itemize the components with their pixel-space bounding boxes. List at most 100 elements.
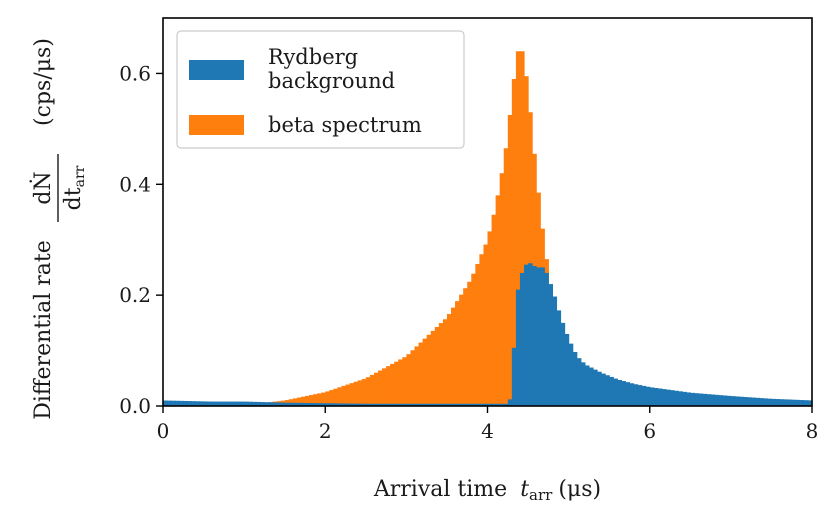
rydberg-background-bar bbox=[540, 267, 545, 406]
beta-spectrum-bar bbox=[309, 395, 314, 406]
legend-label-beta: beta spectrum bbox=[268, 113, 422, 137]
rydberg-background-bar bbox=[633, 384, 639, 406]
rydberg-background-bar bbox=[499, 403, 505, 406]
rydberg-background-bar bbox=[422, 403, 428, 406]
x-axis-ticks: 0 2 4 6 8 bbox=[157, 406, 818, 443]
beta-spectrum-bar bbox=[426, 334, 432, 406]
rydberg-background-bar bbox=[406, 403, 412, 406]
rydberg-background-bar bbox=[365, 403, 371, 406]
rydberg-background-bar bbox=[686, 392, 691, 406]
rydberg-background-bar bbox=[726, 395, 732, 406]
rydberg-background-bar bbox=[398, 403, 403, 406]
y-tick-label: 0.4 bbox=[119, 172, 151, 196]
rydberg-background-bar bbox=[446, 403, 452, 406]
rydberg-background-bar bbox=[787, 399, 793, 406]
rydberg-background-bar bbox=[284, 402, 290, 406]
rydberg-background-bar bbox=[459, 403, 464, 406]
legend-label-rydberg-line1: Rydberg bbox=[268, 45, 358, 69]
rydberg-background-bar bbox=[248, 401, 253, 406]
y-axis-label-denominator: dtarr bbox=[61, 165, 88, 210]
rydberg-background-bar bbox=[491, 403, 497, 406]
rydberg-background-bar bbox=[333, 403, 339, 406]
beta-spectrum-bar bbox=[349, 383, 355, 406]
x-axis-label-symbol: t bbox=[520, 477, 529, 502]
beta-spectrum-bar bbox=[515, 51, 521, 406]
rydberg-background-bar bbox=[799, 400, 805, 406]
rydberg-background-bar bbox=[219, 401, 225, 406]
rydberg-background-bar bbox=[313, 403, 318, 406]
y-tick-label: 0.2 bbox=[119, 283, 151, 307]
beta-spectrum-bar bbox=[304, 395, 310, 406]
beta-spectrum-bar bbox=[483, 244, 489, 406]
rydberg-background-bar bbox=[244, 401, 249, 406]
rydberg-background-bar bbox=[743, 396, 748, 406]
rydberg-background-bar bbox=[592, 369, 598, 406]
rydberg-background-bar bbox=[580, 362, 586, 406]
beta-spectrum-bar bbox=[325, 391, 330, 406]
rydberg-background-bar bbox=[280, 402, 286, 406]
beta-spectrum-bar bbox=[341, 385, 347, 406]
rydberg-background-bar bbox=[564, 333, 570, 406]
rydberg-background-bar bbox=[203, 401, 209, 406]
beta-spectrum-bar bbox=[345, 384, 351, 406]
rydberg-background-bar bbox=[276, 402, 282, 406]
rydberg-background-bar bbox=[329, 403, 334, 406]
rydberg-background-bar bbox=[386, 403, 391, 406]
beta-spectrum-bar bbox=[365, 377, 371, 406]
beta-spectrum-bar bbox=[450, 307, 456, 406]
rydberg-background-bar bbox=[377, 403, 383, 406]
y-axis-label-unit: (cps/μs) bbox=[31, 38, 56, 126]
rydberg-background-bar bbox=[597, 371, 602, 406]
rydberg-background-bar bbox=[292, 402, 298, 406]
rydberg-background-bar bbox=[325, 403, 330, 406]
rydberg-background-bar bbox=[710, 394, 716, 406]
x-tick-label: 2 bbox=[319, 419, 332, 443]
beta-spectrum-bar bbox=[487, 231, 493, 406]
rydberg-background-bar bbox=[231, 401, 237, 406]
rydberg-background-bar bbox=[528, 263, 533, 406]
rydberg-background-bar bbox=[519, 272, 525, 406]
rydberg-background-bar bbox=[442, 403, 448, 406]
rydberg-background-bar bbox=[353, 403, 359, 406]
rydberg-background-bar bbox=[682, 391, 687, 406]
rydberg-background-bar bbox=[637, 385, 643, 406]
rydberg-background-bar bbox=[641, 385, 647, 406]
rydberg-background-bar bbox=[747, 397, 752, 406]
rydberg-background-bar bbox=[394, 403, 399, 406]
rydberg-background-bar bbox=[702, 393, 708, 406]
rydberg-background-bar bbox=[759, 398, 764, 406]
rydberg-background-bar bbox=[763, 398, 768, 406]
rydberg-background-bar bbox=[718, 395, 724, 406]
beta-spectrum-bar bbox=[511, 78, 517, 406]
rydberg-background-bar bbox=[369, 403, 375, 406]
x-axis-label-unit: (μs) bbox=[558, 477, 601, 502]
rydberg-background-bar bbox=[511, 347, 517, 406]
beta-spectrum-bar bbox=[503, 148, 509, 406]
beta-spectrum-bar bbox=[467, 281, 472, 406]
rydberg-background-bar bbox=[191, 401, 197, 406]
rydberg-background-bar bbox=[532, 266, 537, 406]
beta-spectrum-bar bbox=[442, 319, 448, 406]
rydberg-background-bar bbox=[463, 403, 468, 406]
rydberg-background-bar bbox=[390, 403, 395, 406]
beta-spectrum-bar bbox=[528, 112, 533, 406]
rydberg-background-bar bbox=[548, 284, 553, 406]
rydberg-background-bar bbox=[345, 403, 351, 406]
rydberg-background-bar bbox=[552, 296, 558, 406]
beta-spectrum-bar bbox=[386, 366, 391, 406]
x-axis-label-sub: arr bbox=[529, 486, 553, 504]
rydberg-background-bar bbox=[414, 403, 420, 406]
rydberg-background-bar bbox=[341, 403, 347, 406]
rydberg-background-bar bbox=[613, 378, 618, 406]
y-axis-label: Differential rate dṄ dtarr (cps/μs) bbox=[29, 38, 88, 420]
y-tick-label: 0.0 bbox=[119, 394, 151, 418]
rydberg-background-bar bbox=[256, 401, 261, 406]
rydberg-background-bar bbox=[722, 395, 728, 406]
rydberg-background-bar bbox=[661, 389, 667, 406]
rydberg-background-bar bbox=[163, 400, 168, 406]
rydberg-background-bar bbox=[495, 403, 501, 406]
beta-spectrum-bar bbox=[410, 350, 416, 406]
rydberg-background-bar bbox=[357, 403, 363, 406]
rydberg-background-bar bbox=[467, 403, 472, 406]
rydberg-background-bar bbox=[252, 401, 257, 406]
